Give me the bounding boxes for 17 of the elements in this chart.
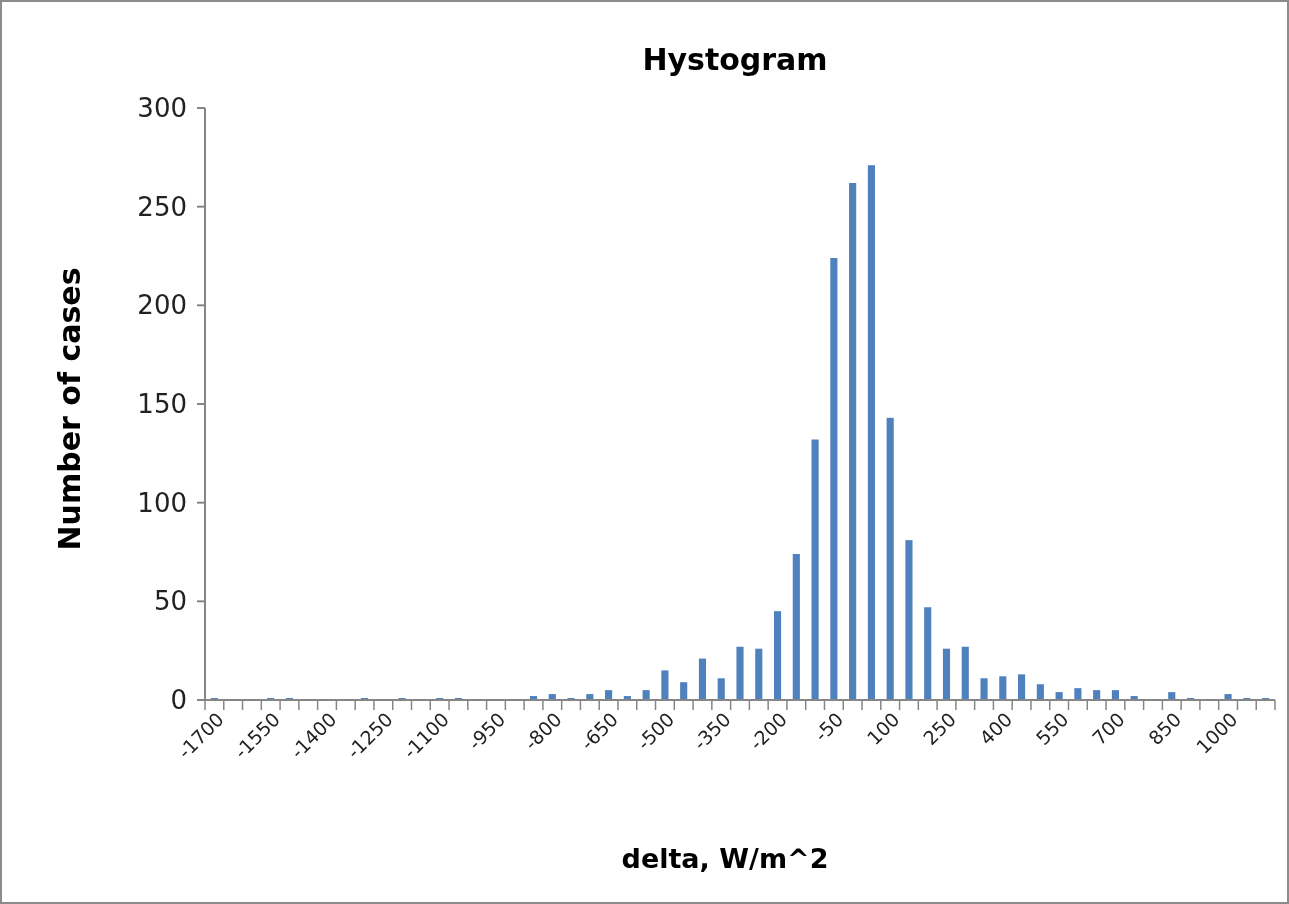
- y-tick-label: 250: [137, 191, 187, 222]
- y-tick-label: 300: [137, 93, 187, 124]
- x-tick-label: 250: [918, 707, 961, 750]
- y-tick-label: 0: [170, 685, 187, 716]
- y-tick-label: 200: [137, 290, 187, 321]
- x-tick-label: -50: [809, 707, 848, 746]
- x-tick-label: 100: [862, 707, 904, 750]
- y-tick-label: 50: [153, 586, 187, 617]
- x-tick-label: 400: [975, 707, 1017, 750]
- chart-title: Hystogram: [642, 42, 828, 77]
- x-tick-label: 850: [1144, 707, 1186, 750]
- y-tick-label: 150: [137, 389, 187, 420]
- y-tick-label: 100: [137, 487, 187, 518]
- x-axis-title: delta, W/m^2: [621, 843, 829, 874]
- y-axis-title: Number of cases: [52, 267, 87, 551]
- x-tick-label: 550: [1031, 707, 1073, 750]
- x-tick-label: 700: [1087, 707, 1129, 750]
